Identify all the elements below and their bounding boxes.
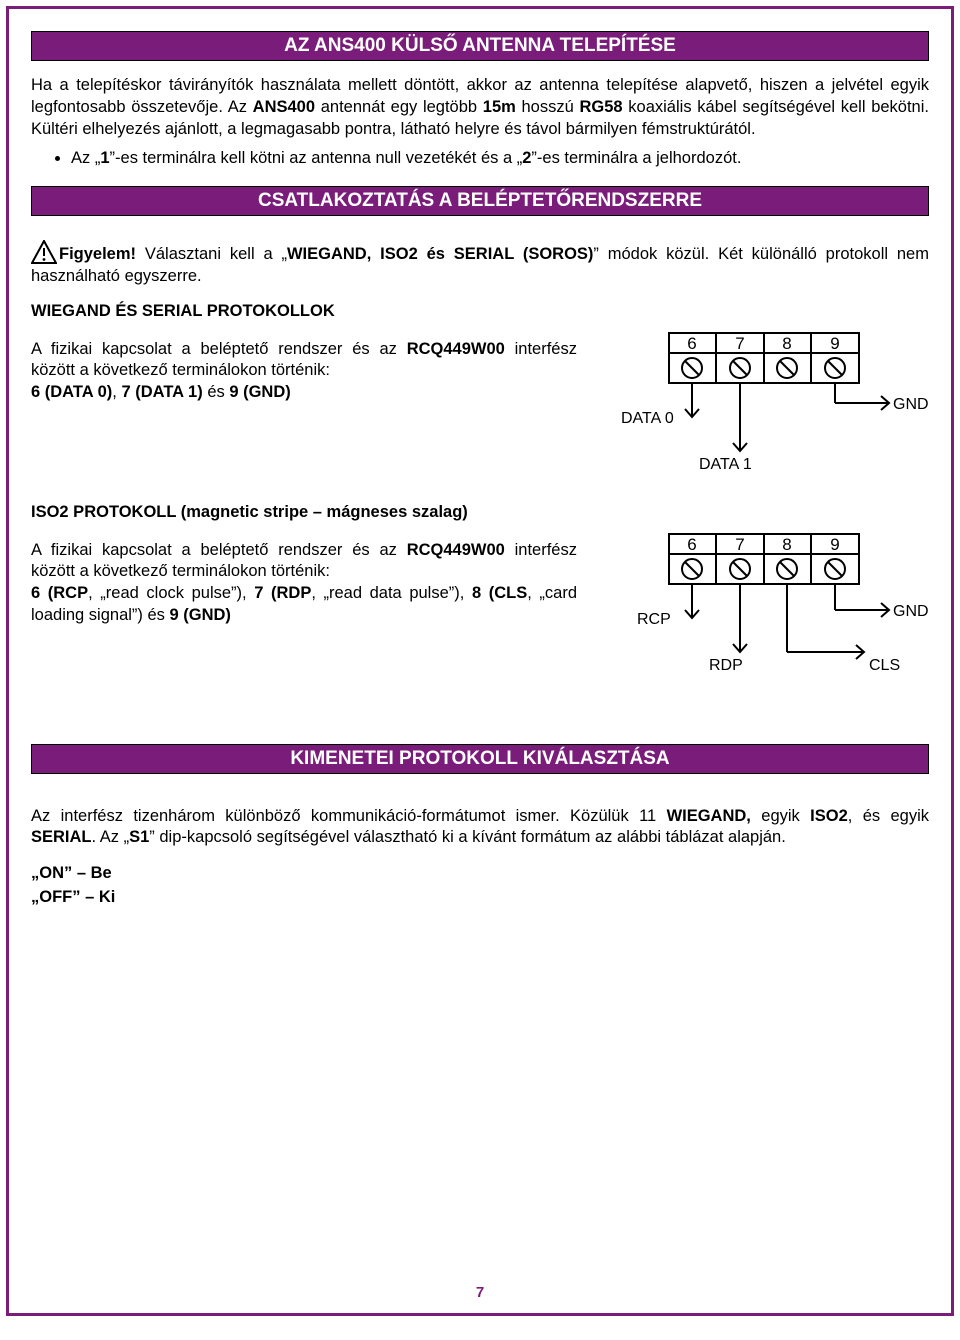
antenna-bullet: Az „1”-es terminálra kell kötni az anten… bbox=[71, 148, 929, 170]
banner-connect: CSATLAKOZTATÁS A BELÉPTETŐRENDSZERRE bbox=[31, 186, 929, 216]
label-cls: CLS bbox=[869, 657, 900, 674]
wiegand-diagram: 6 7 8 9 DATA 0 DATA 1 GND bbox=[599, 331, 929, 481]
protocol-select-para: Az interfész tizenhárom különböző kommun… bbox=[31, 806, 929, 850]
term-6b: 6 bbox=[687, 535, 696, 554]
wiegand-row: A fizikai kapcsolat a beléptető rendszer… bbox=[31, 331, 929, 481]
wiegand-pre: A fizikai kapcsolat a beléptető rendszer… bbox=[31, 340, 407, 358]
label-rcp: RCP bbox=[637, 611, 671, 628]
iso2-text: A fizikai kapcsolat a beléptető rendszer… bbox=[31, 532, 577, 635]
heading-iso2: ISO2 PROTOKOLL (magnetic stripe – mágnes… bbox=[31, 503, 929, 522]
term-9: 9 bbox=[830, 334, 839, 353]
antenna-bullet-list: Az „1”-es terminálra kell kötni az anten… bbox=[31, 148, 929, 170]
heading-wiegand: WIEGAND ÉS SERIAL PROTOKOLLOK bbox=[31, 302, 929, 321]
term-7: 7 bbox=[735, 334, 744, 353]
term-7b: 7 bbox=[735, 535, 744, 554]
wiegand-text: A fizikai kapcsolat a beléptető rendszer… bbox=[31, 331, 577, 412]
iso2-pre: A fizikai kapcsolat a beléptető rendszer… bbox=[31, 541, 407, 559]
onoff-block: „ON” – Be „OFF” – Ki bbox=[31, 863, 929, 909]
attention-paragraph: Figyelem! Választani kell a „WIEGAND, IS… bbox=[31, 244, 929, 288]
term-8: 8 bbox=[782, 334, 791, 353]
page-frame: AZ ANS400 KÜLSŐ ANTENNA TELEPÍTÉSE Ha a … bbox=[6, 6, 954, 1316]
term-8b: 8 bbox=[782, 535, 791, 554]
term-9b: 9 bbox=[830, 535, 839, 554]
page-number: 7 bbox=[9, 1284, 951, 1301]
iso2-row: A fizikai kapcsolat a beléptető rendszer… bbox=[31, 532, 929, 682]
banner-antenna: AZ ANS400 KÜLSŐ ANTENNA TELEPÍTÉSE bbox=[31, 31, 929, 61]
banner-protocol-select: KIMENETEI PROTOKOLL KIVÁLASZTÁSA bbox=[31, 744, 929, 774]
on-label: „ON” – Be bbox=[31, 863, 929, 885]
antenna-paragraph: Ha a telepítéskor távirányítók használat… bbox=[31, 75, 929, 140]
iso2-diagram: 6 7 8 9 bbox=[599, 532, 929, 682]
term-6: 6 bbox=[687, 334, 696, 353]
iso2-device: RCQ449W00 bbox=[407, 541, 505, 559]
label-rdp: RDP bbox=[709, 657, 743, 674]
warning-icon bbox=[31, 240, 57, 264]
label-data0: DATA 0 bbox=[621, 410, 674, 427]
off-label: „OFF” – Ki bbox=[31, 887, 929, 909]
wiegand-device: RCQ449W00 bbox=[407, 340, 505, 358]
label-data1: DATA 1 bbox=[699, 456, 752, 473]
label-gnd: GND bbox=[893, 396, 929, 413]
attention-label: Figyelem! bbox=[59, 245, 136, 263]
label-gnd2: GND bbox=[893, 603, 929, 620]
